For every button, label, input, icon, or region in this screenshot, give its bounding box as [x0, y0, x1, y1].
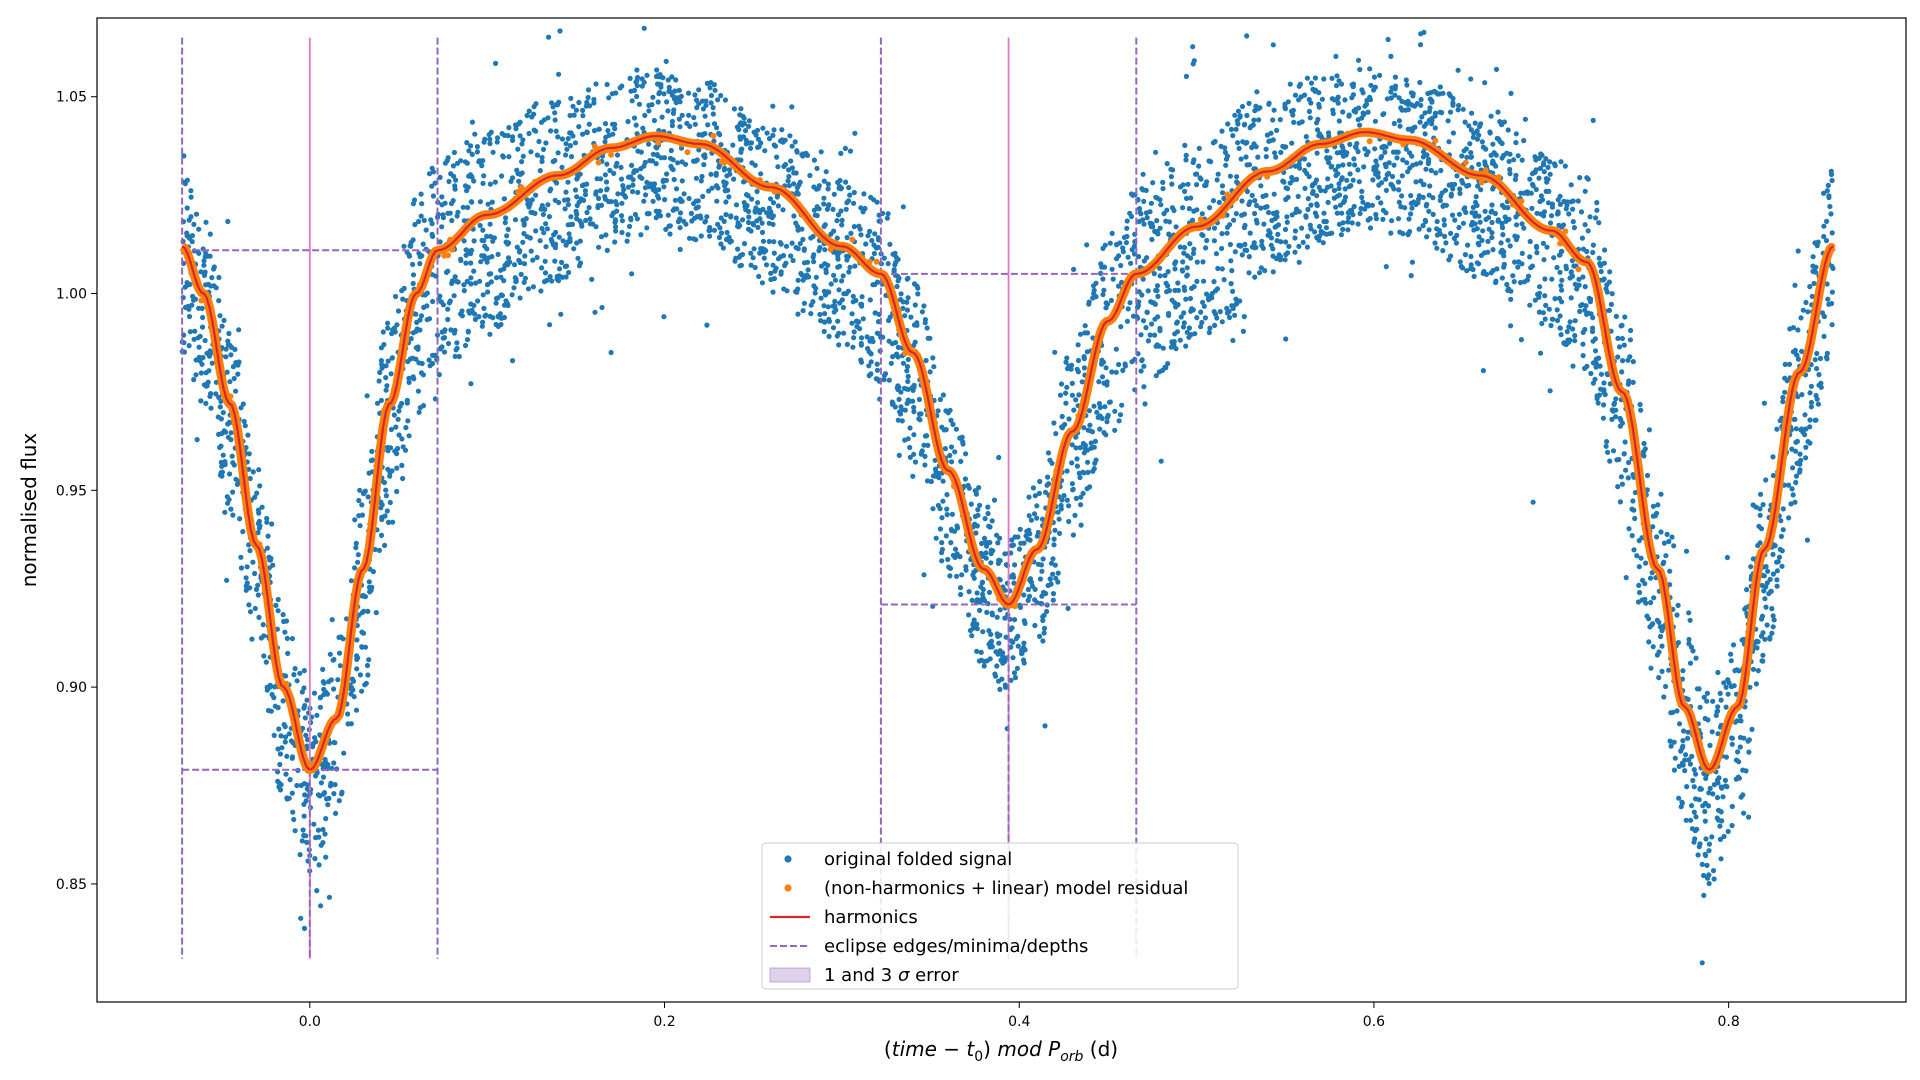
x-tick-label: 0.6	[1363, 1014, 1385, 1030]
legend-box	[761, 842, 1239, 990]
x-tick-label: 0.2	[653, 1014, 675, 1030]
y-axis-label: normalised flux	[17, 433, 41, 588]
legend-label: eclipse edges/minima/depths	[824, 936, 1088, 957]
legend: original folded signal (non-harmonics + l…	[761, 842, 1239, 990]
legend-entry: 1 and 3 σ error	[769, 965, 959, 986]
legend-marker	[784, 855, 792, 863]
x-axis-label: (time − t0) mod Porb (d)	[884, 1037, 1118, 1065]
y-tick-label: 0.85	[56, 877, 87, 893]
legend-label: original folded signal	[824, 849, 1012, 870]
plot-frame	[96, 17, 1907, 1003]
x-axis-ticks: 0.0 0.2 0.4 0.6 0.8	[299, 1002, 1740, 1030]
legend-label: 1 and 3 σ error	[824, 965, 959, 986]
legend-entry: (non-harmonics + linear) model residual	[784, 878, 1188, 899]
legend-label: harmonics	[824, 907, 918, 928]
y-tick-label: 0.95	[56, 483, 87, 499]
signal-scatter	[179, 18, 1836, 966]
legend-label: (non-harmonics + linear) model residual	[824, 878, 1188, 899]
y-tick-label: 1.00	[56, 287, 87, 303]
x-tick-label: 0.8	[1718, 1014, 1740, 1030]
legend-entry: original folded signal	[784, 849, 1012, 870]
legend-entry: eclipse edges/minima/depths	[770, 936, 1088, 957]
y-tick-label: 1.05	[56, 90, 87, 106]
x-tick-label: 0.0	[299, 1014, 321, 1030]
y-tick-label: 0.90	[56, 680, 87, 696]
harmonics-line	[181, 131, 1834, 771]
model-layer	[179, 127, 1836, 775]
y-axis-ticks: 0.85 0.90 0.95 1.00 1.05	[56, 90, 97, 893]
signal-points	[179, 18, 1836, 966]
legend-marker	[784, 884, 792, 892]
x-tick-label: 0.4	[1008, 1014, 1030, 1030]
legend-marker	[769, 967, 811, 983]
legend-entry: harmonics	[770, 907, 918, 928]
